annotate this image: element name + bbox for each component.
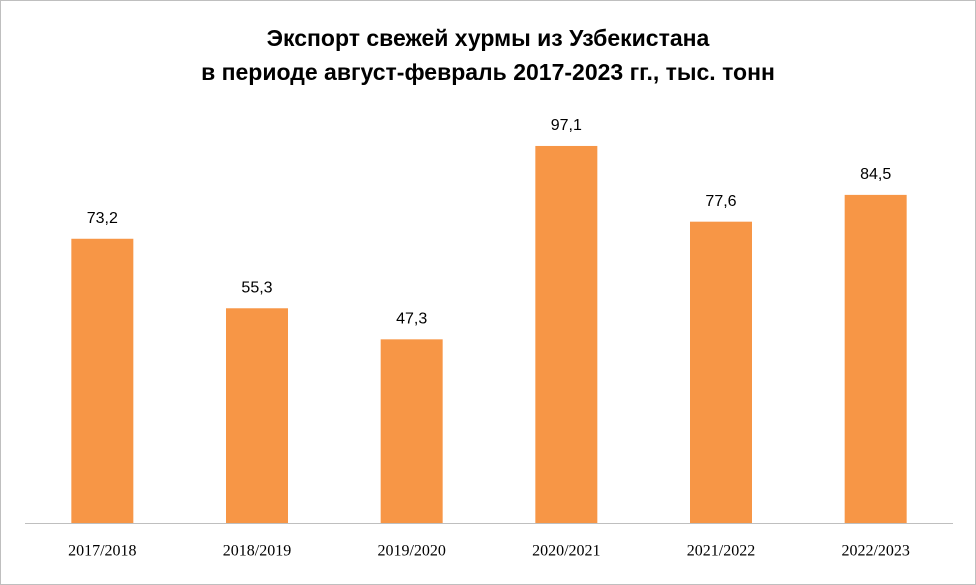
chart-title: Экспорт свежей хурмы из Узбекистана xyxy=(267,25,710,51)
x-tick-label: 2019/2020 xyxy=(377,543,445,560)
value-label: 97,1 xyxy=(551,117,582,134)
x-tick-label: 2018/2019 xyxy=(223,543,291,560)
bar xyxy=(380,339,443,523)
value-label: 84,5 xyxy=(860,166,891,183)
value-label: 55,3 xyxy=(241,279,272,296)
x-tick-label: 2017/2018 xyxy=(68,543,136,560)
bar xyxy=(690,221,752,523)
x-tick-label: 2020/2021 xyxy=(532,543,600,560)
x-tick-label: 2021/2022 xyxy=(687,543,755,560)
bar xyxy=(71,238,134,523)
bar xyxy=(844,194,907,523)
bar xyxy=(535,145,598,523)
x-tick-label: 2022/2023 xyxy=(841,543,909,560)
bar xyxy=(226,308,288,523)
value-label: 77,6 xyxy=(705,193,736,210)
value-label: 73,2 xyxy=(87,210,118,227)
value-label: 47,3 xyxy=(396,311,427,328)
chart-subtitle: в периоде август-февраль 2017-2023 гг., … xyxy=(201,59,775,85)
